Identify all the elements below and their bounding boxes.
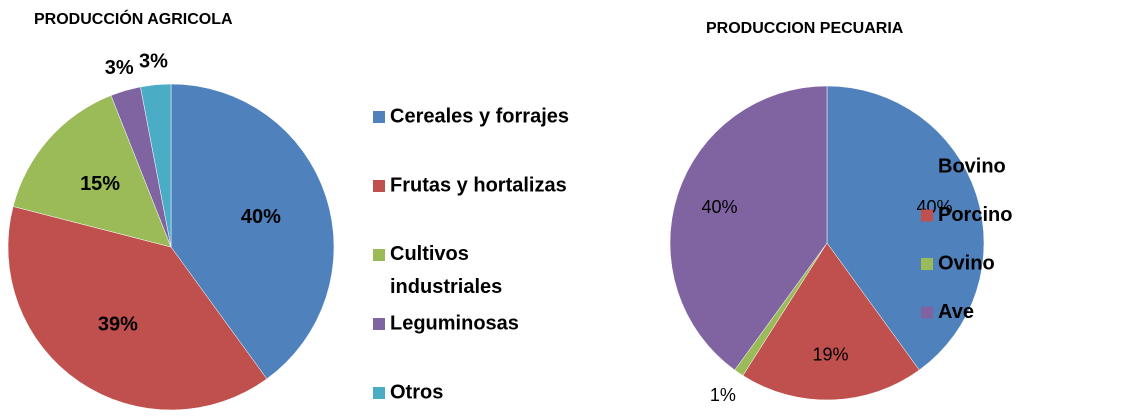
legend-label: Cereales y forrajes [390, 105, 569, 127]
data-label: 39% [98, 313, 138, 335]
legend-swatch [921, 161, 933, 173]
pie-slice [7, 206, 268, 411]
data-label: 3% [139, 50, 168, 72]
legend-label: Cultivos industriales [390, 243, 502, 298]
legend-swatch [373, 249, 385, 261]
pie-slice [170, 83, 335, 380]
data-label: 19% [813, 345, 849, 365]
legend-line: industriales [390, 276, 502, 298]
data-label: 1% [710, 385, 736, 405]
legend-label: Ovino [938, 252, 995, 274]
pie-slice [742, 242, 920, 401]
legend-swatch [921, 209, 933, 222]
legend-label: Bovino [938, 155, 1006, 177]
data-label: 3% [105, 57, 134, 79]
legend-swatch [921, 306, 933, 319]
pie-slice [826, 85, 985, 371]
pie-slice [669, 85, 828, 371]
legend-label: Porcino [938, 204, 1012, 226]
legend-swatch [373, 387, 385, 399]
pie-slice [12, 95, 172, 248]
legend-label: Ave [938, 301, 974, 323]
data-label: 40% [241, 206, 281, 228]
data-label: 40% [701, 197, 737, 217]
pie-slice [140, 83, 172, 248]
legend-label: Otros [390, 381, 443, 403]
legend-swatch [373, 111, 385, 123]
legend-swatch [373, 318, 385, 330]
legend-line: Cultivos [390, 243, 474, 265]
chart-title: PRODUCCIÓN AGRICOLA [34, 9, 233, 28]
legend-swatch [373, 180, 385, 192]
data-label: 15% [80, 173, 120, 195]
legend-swatch [921, 258, 933, 270]
chart-title: PRODUCCION PECUARIA [706, 20, 904, 37]
legend-label: Leguminosas [390, 312, 519, 334]
legend-label: Frutas y hortalizas [390, 174, 567, 196]
